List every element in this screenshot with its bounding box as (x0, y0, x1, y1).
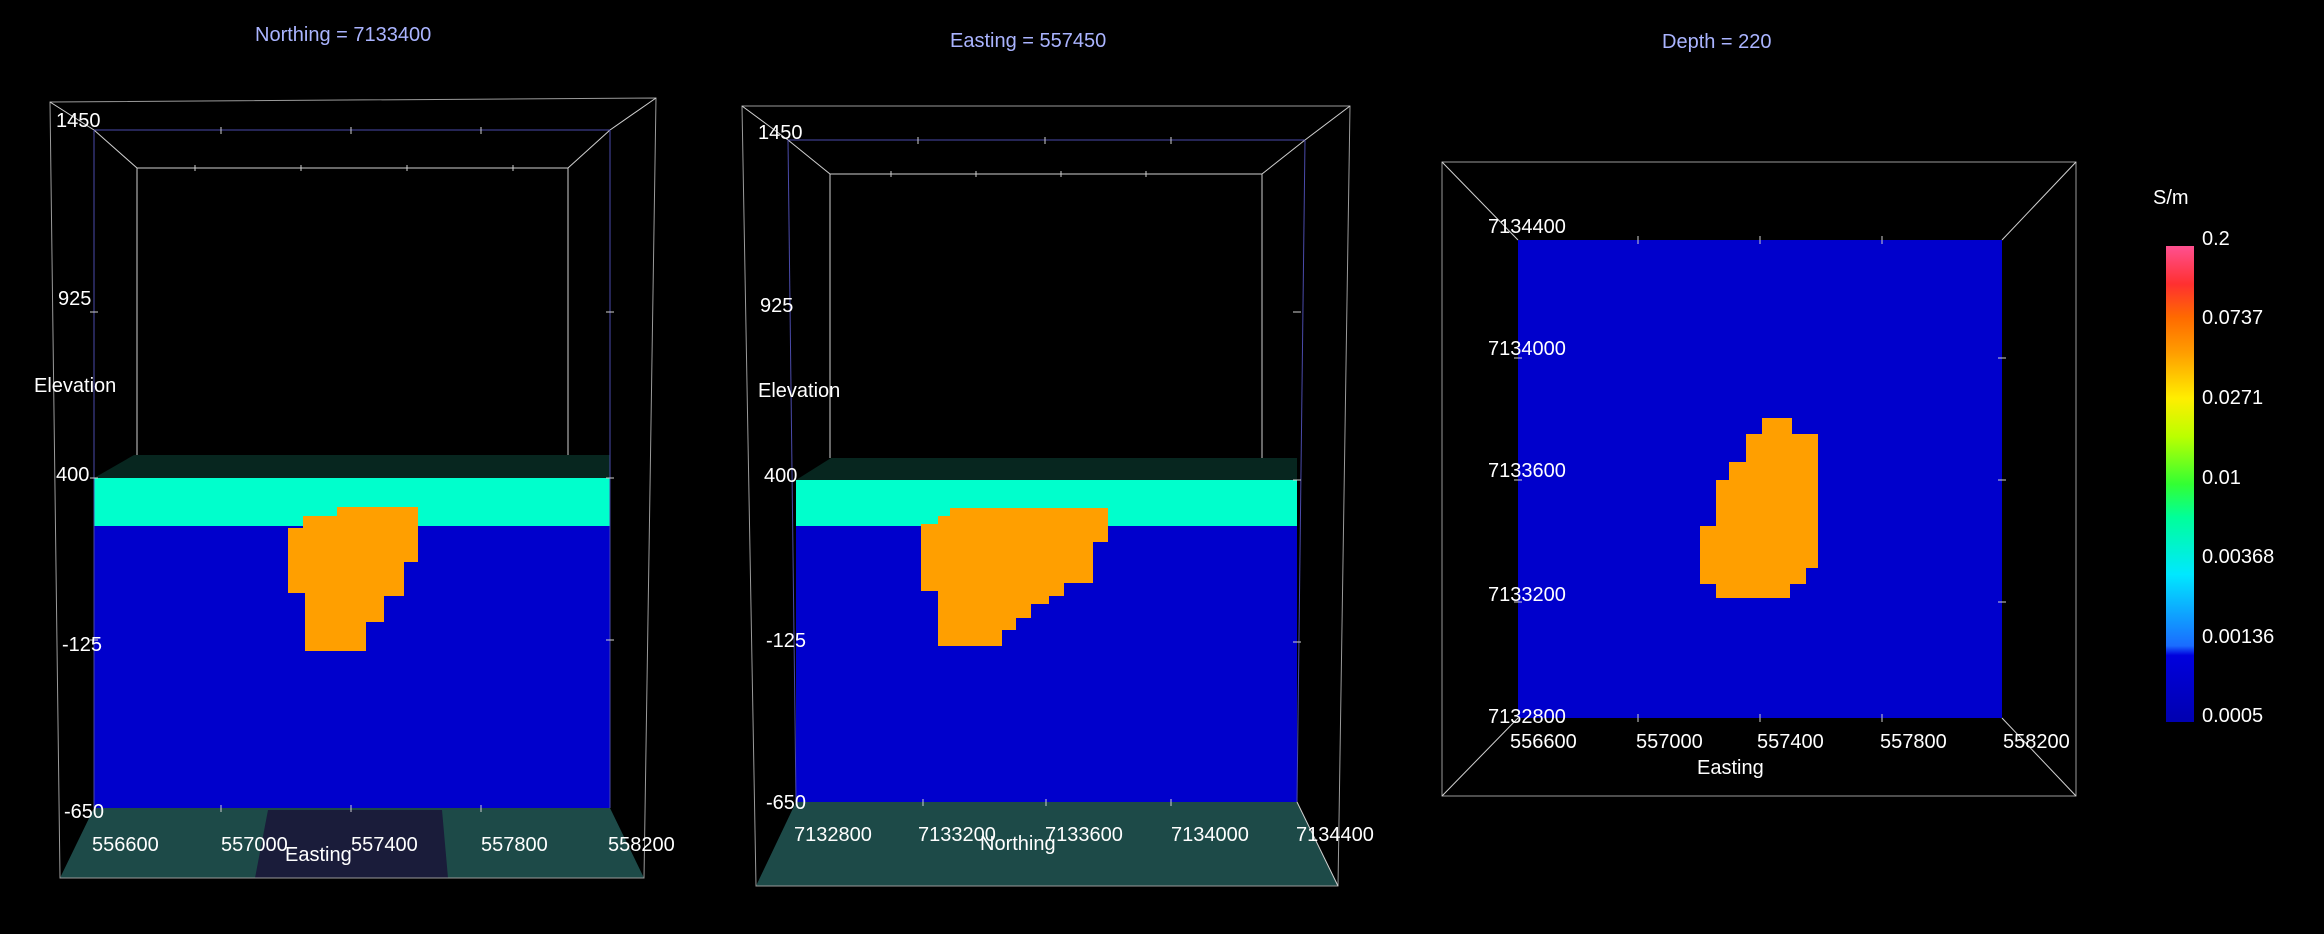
panel-3-x-tick-558200: 558200 (2003, 731, 2070, 753)
color-bar-tick-0.01: 0.01 (2202, 467, 2241, 489)
panel-2-elev-axis-label: Elevation (758, 380, 841, 402)
panel-1-elev-axis-label: Elevation (34, 375, 117, 397)
panel-3-y-tick-7132800: 7132800 (1488, 706, 1566, 728)
panel-2-section-easting (741, 105, 1351, 887)
color-bar-tick-0.0005: 0.0005 (2202, 705, 2264, 727)
panel-1-title: Northing = 7133400 (255, 24, 432, 46)
color-bar-unit: S/m (2153, 187, 2189, 209)
panel-3-x-tick-557400: 557400 (1757, 731, 1824, 753)
panel-3-x-tick-556600: 556600 (1510, 731, 1577, 753)
panel-2-x-tick-7134400: 7134400 (1296, 824, 1374, 846)
panel-3-title: Depth = 220 (1662, 31, 1772, 53)
panel-1-elev-tick-1450: 1450 (56, 110, 101, 132)
color-bar-tick-0.0737: 0.0737 (2202, 307, 2264, 329)
panel-1-elev-tick-400: 400 (56, 464, 90, 486)
panel-1-elev-tick-minus650: -650 (64, 801, 105, 823)
color-bar-tick-0.0271: 0.0271 (2202, 387, 2264, 409)
panel-2-elev-tick-minus125: -125 (766, 630, 807, 652)
panel-2-elev-tick-400: 400 (764, 465, 798, 487)
panel-1-section-northing (49, 97, 657, 879)
panel-2-x-tick-7134000: 7134000 (1171, 824, 1249, 846)
panel-3-y-tick-7133200: 7133200 (1488, 584, 1566, 606)
panel-3-x-tick-557800: 557800 (1880, 731, 1947, 753)
color-bar-tick-0.2: 0.2 (2202, 228, 2230, 250)
panel-2-x-tick-7133600: 7133600 (1045, 824, 1123, 846)
panel-1-elev-tick-925: 925 (58, 288, 92, 310)
panel-3-x-axis-label: Easting (1697, 757, 1764, 779)
panel-3-wireframe (1441, 161, 2077, 797)
color-bar-tick-0.00368: 0.00368 (2202, 546, 2275, 568)
panel-1-elev-tick-minus125: -125 (62, 634, 103, 656)
panel-1-x-tick-556600: 556600 (92, 834, 159, 856)
panel-3-y-tick-7134400: 7134400 (1488, 216, 1566, 238)
panel-2-x-tick-7133200: 7133200 (918, 824, 996, 846)
panel-1-wireframe (49, 97, 657, 879)
panel-2-title: Easting = 557450 (950, 30, 1107, 52)
panel-3-y-tick-7133600: 7133600 (1488, 460, 1566, 482)
panel-2-floor (756, 802, 1338, 886)
panel-1-x-tick-557000: 557000 (221, 834, 288, 856)
panel-1-top-face (94, 455, 610, 478)
panel-2-elev-tick-1450: 1450 (758, 122, 803, 144)
panel-1-x-axis-label: Easting (285, 844, 352, 866)
panel-2-top-face (796, 458, 1297, 480)
panel-2-anomaly-body (921, 508, 1108, 646)
panel-2-x-axis-label: Northing (980, 833, 1056, 855)
color-bar-tick-0.00136: 0.00136 (2202, 626, 2275, 648)
panel-2-elev-tick-925: 925 (760, 295, 794, 317)
panel-1-x-tick-557800: 557800 (481, 834, 548, 856)
panel-3-y-tick-7134000: 7134000 (1488, 338, 1566, 360)
panel-2-wireframe (741, 105, 1351, 887)
color-bar (2166, 246, 2194, 722)
panel-1-anomaly-body (288, 507, 418, 651)
color-bar-gradient (2166, 246, 2194, 722)
panel-1-floor-shadow (255, 810, 448, 878)
panel-2-elev-tick-minus650: -650 (766, 792, 807, 814)
panel-3-depth-slice (1441, 161, 2077, 797)
panel-3-anomaly-body (1700, 418, 1818, 598)
panel-2-x-tick-7132800: 7132800 (794, 824, 872, 846)
panel-1-x-tick-557400: 557400 (351, 834, 418, 856)
panel-3-x-tick-557000: 557000 (1636, 731, 1703, 753)
panel-1-x-tick-558200: 558200 (608, 834, 675, 856)
